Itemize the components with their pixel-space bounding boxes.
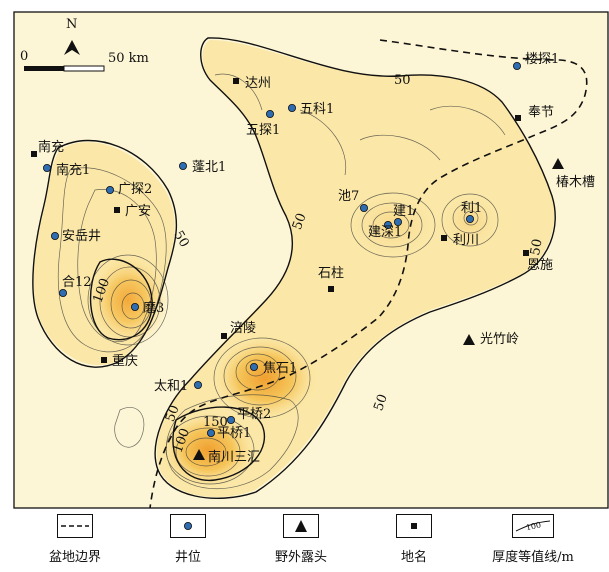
well-pingqiao2: 平桥2 (226, 407, 271, 424)
legend-basin-boundary-label: 盆地边界 (48, 550, 101, 565)
svg-text:光竹岭: 光竹岭 (480, 332, 519, 347)
svg-text:五科1: 五科1 (300, 102, 334, 117)
well-jiaoshi1: 焦石1 (249, 361, 297, 376)
contour-label: 50 (170, 228, 191, 250)
well-li1: 利1 (461, 201, 482, 223)
place-fuling: 涪陵 (221, 321, 256, 339)
north-arrow: N (64, 17, 80, 55)
svg-text:南川三汇: 南川三汇 (208, 449, 260, 465)
svg-text:蓬北1: 蓬北1 (192, 160, 226, 175)
contour-lines (57, 73, 506, 489)
outcrop-guangzhuling: 光竹岭 (463, 332, 519, 347)
svg-text:南充: 南充 (38, 139, 64, 155)
svg-text:重庆: 重庆 (112, 353, 138, 369)
svg-text:建1: 建1 (393, 204, 414, 219)
scale-bar: 0 50 km (20, 49, 149, 72)
place-dazhou: 达州 (233, 76, 271, 91)
well-anyuejing: 安岳井 (51, 229, 101, 244)
svg-text:焦石1: 焦石1 (263, 361, 297, 376)
well-pengbei1: 蓬北1 (178, 160, 226, 175)
place-lichuan: 利川 (441, 233, 479, 248)
legend-isopach-label: 厚度等值线/m (492, 550, 574, 565)
well-markers: 楼探1 五探1 五科1 南充1 蓬北1 广探2 池7 建1 建深1 利1 安岳井… (43, 52, 559, 441)
map-legend: 盆地边界 井位 野外露头 地名 100 厚度等值线/m (0, 510, 609, 572)
contour-label: 50 (371, 392, 391, 413)
svg-text:广安: 广安 (125, 204, 151, 219)
svg-text:建深1: 建深1 (368, 225, 402, 240)
place-chongqing: 重庆 (101, 353, 138, 369)
svg-text:平桥2: 平桥2 (237, 407, 271, 422)
well-loutan1: 楼探1 (513, 52, 559, 71)
legend-isopach-symbol: 100 (512, 514, 554, 538)
place-fengjie: 奉节 (515, 105, 554, 121)
place-enshi: 恩施 (523, 250, 553, 273)
svg-text:池7: 池7 (338, 189, 359, 204)
svg-text:磨3: 磨3 (143, 301, 164, 316)
outcrop-chunmucao: 椿木槽 (552, 158, 595, 190)
legend-well-symbol (170, 514, 206, 538)
contour-label: 150 (203, 415, 228, 430)
outcrop-nanchuan: 南川三汇 (193, 449, 260, 465)
well-mo3: 磨3 (130, 301, 164, 316)
svg-text:椿木槽: 椿木槽 (556, 175, 595, 190)
svg-text:奉节: 奉节 (528, 105, 554, 120)
north-label: N (66, 17, 77, 32)
place-shizhu: 石柱 (318, 266, 344, 292)
svg-text:利川: 利川 (453, 233, 479, 248)
contour-label: 50 (394, 73, 411, 88)
place-nanchong: 南充 (31, 139, 64, 157)
place-markers: 达州 奉节 南充 广安 利川 恩施 石柱 涪陵 重庆 (31, 76, 554, 369)
legend-outcrop-symbol (283, 514, 319, 538)
contour-label: 50 (290, 211, 310, 232)
well-taihe1: 太和1 (154, 379, 202, 394)
svg-text:五探1: 五探1 (246, 123, 280, 138)
svg-text:涪陵: 涪陵 (230, 321, 256, 336)
contour-label: 50 (528, 238, 546, 257)
place-guangan: 广安 (114, 204, 151, 219)
well-pingqiao1: 平桥1 (206, 426, 251, 441)
scale-max-label: 50 km (108, 51, 149, 66)
well-jian1: 建1 (393, 204, 414, 226)
svg-text:太和1: 太和1 (154, 379, 188, 394)
svg-text:南充1: 南充1 (56, 162, 90, 178)
svg-text:恩施: 恩施 (527, 258, 553, 273)
legend-place-label: 地名 (400, 550, 427, 565)
contour-lines-major (32, 37, 556, 499)
svg-text:平桥1: 平桥1 (217, 426, 251, 441)
well-wutan1: 五探1 (246, 110, 280, 138)
well-he12: 合12 (59, 275, 92, 297)
well-wuke1: 五科1 (287, 102, 334, 117)
legend-outcrop-label: 野外露头 (274, 550, 327, 565)
well-jianshen1: 建深1 (368, 220, 402, 240)
well-nanchong1: 南充1 (43, 162, 90, 178)
contour-label: 50 (163, 403, 183, 424)
thickness-map: N 0 50 km 50 50 100 50 50 50 50 100 150 … (13, 11, 609, 509)
basin-boundary-line (149, 39, 588, 509)
depocentre-jiaoshi (210, 333, 320, 423)
legend-basin-boundary-symbol (57, 514, 93, 538)
svg-text:达州: 达州 (245, 76, 271, 91)
legend-isopach-sample: 100 (525, 520, 542, 532)
svg-text:合12: 合12 (62, 275, 92, 290)
legend-well-label: 井位 (174, 550, 201, 565)
svg-text:利1: 利1 (461, 201, 482, 216)
well-chi7: 池7 (338, 189, 368, 212)
outcrop-markers: 椿木槽 光竹岭 南川三汇 (193, 158, 595, 465)
svg-text:广探2: 广探2 (118, 182, 152, 197)
well-guangtan2: 广探2 (106, 182, 152, 197)
scale-zero-label: 0 (20, 49, 28, 64)
svg-text:楼探1: 楼探1 (525, 52, 559, 67)
legend-place-symbol (396, 514, 432, 538)
svg-text:石柱: 石柱 (318, 266, 344, 281)
svg-text:安岳井: 安岳井 (62, 229, 101, 244)
